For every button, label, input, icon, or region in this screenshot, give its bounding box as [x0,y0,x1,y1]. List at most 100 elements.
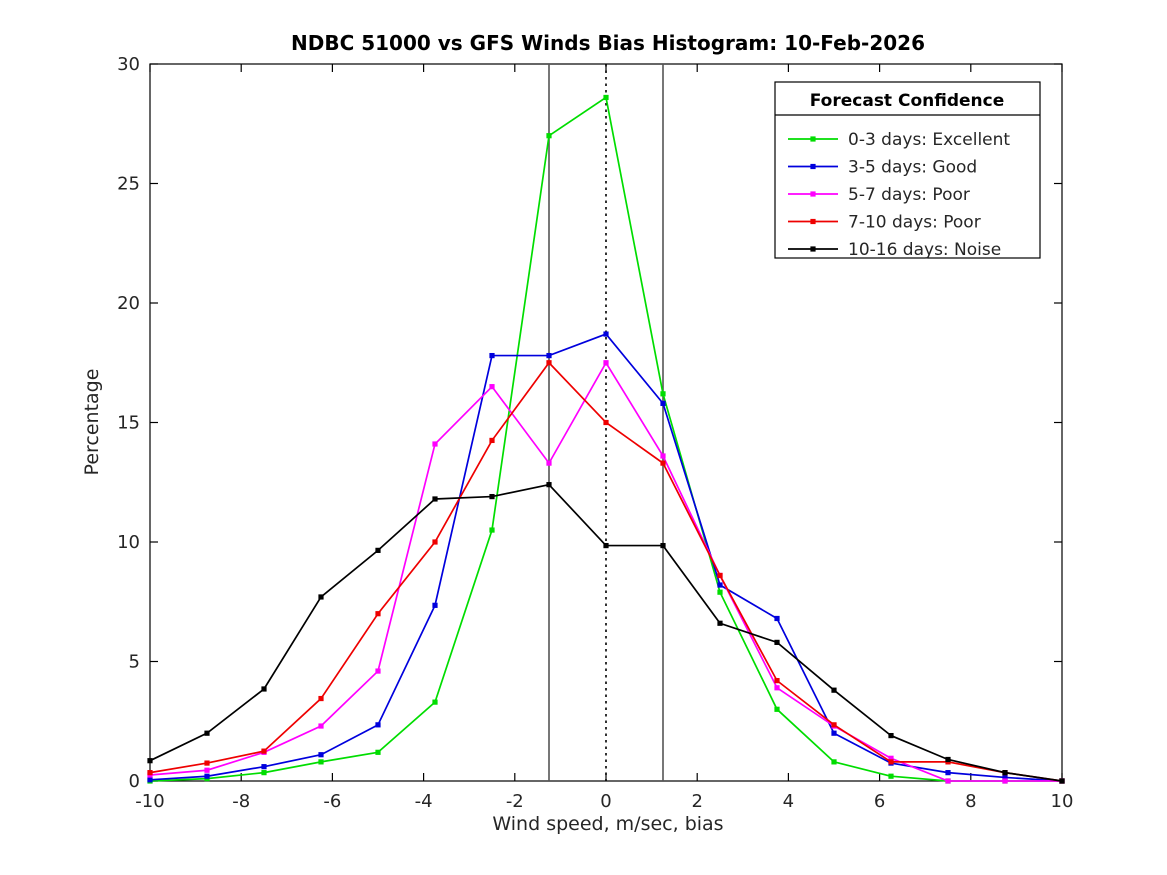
x-tick-label: 8 [965,791,976,812]
x-tick-label: -6 [323,791,341,812]
data-point [1002,770,1008,776]
data-point [204,730,210,736]
data-point [489,384,495,390]
data-point [831,730,837,736]
legend-entry-label: 10-16 days: Noise [848,240,1001,260]
x-tick-label: -4 [415,791,433,812]
data-point [660,542,666,549]
y-tick-label: 30 [117,54,140,75]
data-point [888,773,894,779]
y-axis-ticks: 0 5 10 15 20 25 30 [117,54,1062,792]
legend-box [774,81,1041,259]
data-point [774,706,780,712]
data-point [375,749,381,755]
data-point [546,360,552,366]
data-point [432,496,438,502]
data-point [717,589,723,595]
x-tick-label: -2 [506,791,524,812]
data-point [489,527,495,533]
data-point [375,722,381,728]
data-point [546,352,552,359]
chart-title: NDBC 51000 vs GFS Winds Bias Histogram: … [291,31,925,55]
y-tick-label: 25 [117,174,140,195]
data-point [261,764,267,770]
legend-entries: 0-3 days: Excellent 3-5 days: Good 5-7 day… [788,130,1010,260]
data-point [261,770,267,776]
data-point [717,572,723,579]
legend-entry-label: 5-7 days: Poor [848,185,970,205]
y-tick-label: 20 [117,293,140,314]
data-point [717,620,723,626]
series-4 [147,482,1065,784]
data-point [774,678,780,684]
data-point [489,493,495,500]
data-point [603,331,609,337]
legend-entry-label: 7-10 days: Poor [848,213,981,233]
data-point [603,542,609,549]
y-tick-label: 15 [117,413,140,434]
legend-swatch-marker [810,136,816,142]
x-tick-label: 10 [1051,791,1074,812]
data-point [603,419,609,426]
x-tick-label: 2 [691,791,702,812]
data-point [774,615,780,622]
data-point [489,352,495,359]
y-axis-label: Percentage [81,369,103,476]
y-tick-label: 10 [117,532,140,553]
legend-title: Forecast Confidence [810,91,1005,111]
data-point [717,582,723,588]
legend-swatch-marker [810,163,816,170]
x-tick-label: -10 [135,791,164,812]
data-point [261,748,267,754]
data-series-group [147,94,1065,784]
data-point [204,773,210,779]
y-tick-label: 0 [129,771,140,792]
data-point [546,133,552,139]
data-point [204,767,210,773]
data-point [774,685,780,691]
data-point [375,668,381,674]
data-point [888,759,894,765]
data-point [432,441,438,447]
data-point [375,611,381,617]
data-point [945,756,951,763]
y-tick-label: 5 [129,652,140,673]
legend-swatch-marker [810,218,816,225]
data-point [831,759,837,765]
data-point [888,732,894,739]
data-point [660,453,666,459]
data-point [432,539,438,545]
data-point [660,391,666,397]
data-point [888,755,894,761]
data-point [831,687,837,693]
legend-swatch-marker [810,246,816,252]
data-point [831,722,837,728]
data-point [432,699,438,705]
data-point [1002,778,1008,784]
data-point [318,752,324,758]
data-point [945,770,951,776]
data-point [1059,778,1065,784]
data-point [204,760,210,766]
data-point [1002,774,1008,781]
data-point [660,400,666,406]
data-point [432,602,438,608]
legend-swatch-marker [810,191,816,197]
data-point [774,639,780,645]
data-point [261,686,267,692]
x-axis-label: Wind speed, m/sec, bias [492,813,723,835]
x-tick-label: 6 [874,791,885,812]
data-point [147,770,153,776]
data-point [489,437,495,444]
data-point [603,360,609,366]
x-axis-ticks: -10 -8 -6 -4 -2 0 2 4 6 8 10 [135,64,1073,812]
data-point [546,482,552,488]
legend[interactable]: Forecast Confidence 0-3 days: Excellent 3… [774,81,1041,260]
data-point [546,460,552,466]
data-point [147,758,153,764]
x-tick-label: 4 [783,791,794,812]
legend-entry-label: 0-3 days: Excellent [848,130,1010,150]
data-point [375,547,381,553]
